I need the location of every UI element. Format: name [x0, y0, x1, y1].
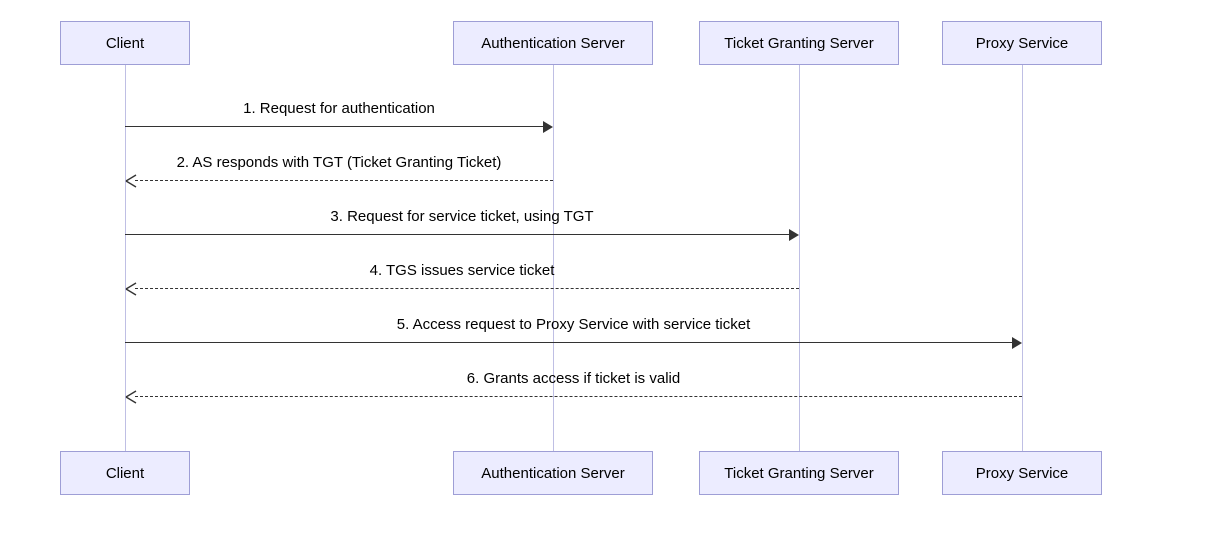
actor-box-client-bottom: Client [60, 451, 190, 495]
actor-label: Ticket Granting Server [724, 465, 874, 482]
message-arrow-6 [135, 396, 1022, 397]
actor-box-as-top: Authentication Server [453, 21, 653, 65]
actor-box-tgs-top: Ticket Granting Server [699, 21, 899, 65]
lifeline-tgs [799, 65, 800, 451]
message-label-5: 5. Access request to Proxy Service with … [397, 316, 750, 333]
message-label-4: 4. TGS issues service ticket [370, 262, 555, 279]
lifeline-as [553, 65, 554, 451]
message-arrow-1 [125, 126, 543, 127]
actor-box-proxy-top: Proxy Service [942, 21, 1102, 65]
message-label-2: 2. AS responds with TGT (Ticket Granting… [177, 154, 502, 171]
arrowhead-3 [789, 229, 799, 241]
actor-label: Proxy Service [976, 465, 1069, 482]
message-arrow-3 [125, 234, 789, 235]
actor-box-proxy-bottom: Proxy Service [942, 451, 1102, 495]
sequence-diagram: 1. Request for authentication 2. AS respo… [0, 0, 1213, 537]
arrowhead-5 [1012, 337, 1022, 349]
message-arrow-5 [125, 342, 1012, 343]
lifeline-proxy [1022, 65, 1023, 451]
actor-box-as-bottom: Authentication Server [453, 451, 653, 495]
message-arrow-2 [135, 180, 553, 181]
message-label-3: 3. Request for service ticket, using TGT [330, 208, 593, 225]
actor-label: Proxy Service [976, 35, 1069, 52]
message-label-1: 1. Request for authentication [243, 100, 435, 117]
actor-label: Client [106, 465, 144, 482]
actor-label: Ticket Granting Server [724, 35, 874, 52]
actor-label: Authentication Server [481, 465, 624, 482]
message-arrow-4 [135, 288, 799, 289]
actor-box-tgs-bottom: Ticket Granting Server [699, 451, 899, 495]
actor-box-client-top: Client [60, 21, 190, 65]
actor-label: Client [106, 35, 144, 52]
actor-label: Authentication Server [481, 35, 624, 52]
message-label-6: 6. Grants access if ticket is valid [467, 370, 680, 387]
arrowhead-1 [543, 121, 553, 133]
